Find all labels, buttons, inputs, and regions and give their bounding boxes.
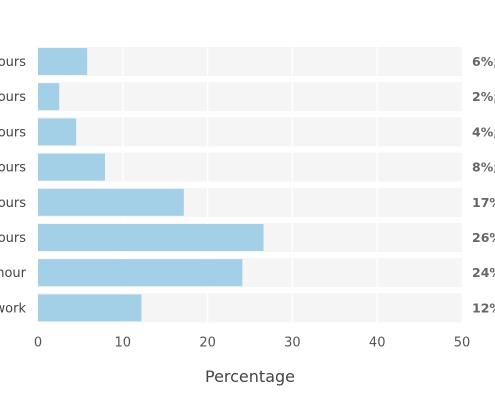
category-labels: ours ours ours ours ours ours hour work bbox=[0, 55, 27, 316]
bar bbox=[38, 118, 77, 146]
category-label: ours bbox=[0, 55, 26, 70]
bar-track bbox=[38, 117, 462, 147]
value-label: 12% bbox=[472, 300, 495, 315]
x-tick-label: 0 bbox=[34, 335, 42, 350]
value-label: 4%; bbox=[472, 124, 495, 139]
category-label: ours bbox=[0, 231, 26, 246]
bar bbox=[38, 83, 60, 111]
bar bbox=[38, 153, 105, 181]
value-label: 8%; bbox=[472, 160, 495, 175]
category-label: hour bbox=[0, 266, 27, 281]
bar bbox=[38, 188, 184, 216]
bar-track bbox=[38, 152, 462, 182]
x-tick-label: 20 bbox=[199, 335, 216, 350]
category-label: ours bbox=[0, 196, 26, 211]
bar bbox=[38, 294, 142, 322]
value-label: 26% bbox=[472, 230, 495, 245]
category-label: ours bbox=[0, 90, 26, 105]
x-tick-label: 40 bbox=[369, 335, 386, 350]
x-axis-title: Percentage bbox=[205, 367, 295, 386]
value-label: 24% bbox=[472, 265, 495, 280]
bar-track bbox=[38, 47, 462, 76]
x-tick-label: 50 bbox=[454, 335, 471, 350]
value-label: 17% bbox=[472, 195, 495, 210]
x-tick-label: 30 bbox=[284, 335, 301, 350]
bar bbox=[38, 48, 88, 75]
category-label: work bbox=[0, 301, 26, 316]
category-label: ours bbox=[0, 125, 26, 140]
x-tick-labels: 0 10 20 30 40 50 bbox=[34, 335, 470, 350]
category-label: ours bbox=[0, 161, 26, 176]
bars bbox=[38, 48, 264, 322]
bar-track bbox=[38, 82, 462, 112]
bar bbox=[38, 224, 264, 251]
x-tick-label: 10 bbox=[115, 335, 132, 350]
value-label: 6%; bbox=[472, 54, 495, 69]
value-labels: 6%; 2%; 4%; 8%; 17% 26% 24% 12% bbox=[472, 54, 495, 315]
bar bbox=[38, 259, 243, 287]
value-label: 2%; bbox=[472, 89, 495, 104]
